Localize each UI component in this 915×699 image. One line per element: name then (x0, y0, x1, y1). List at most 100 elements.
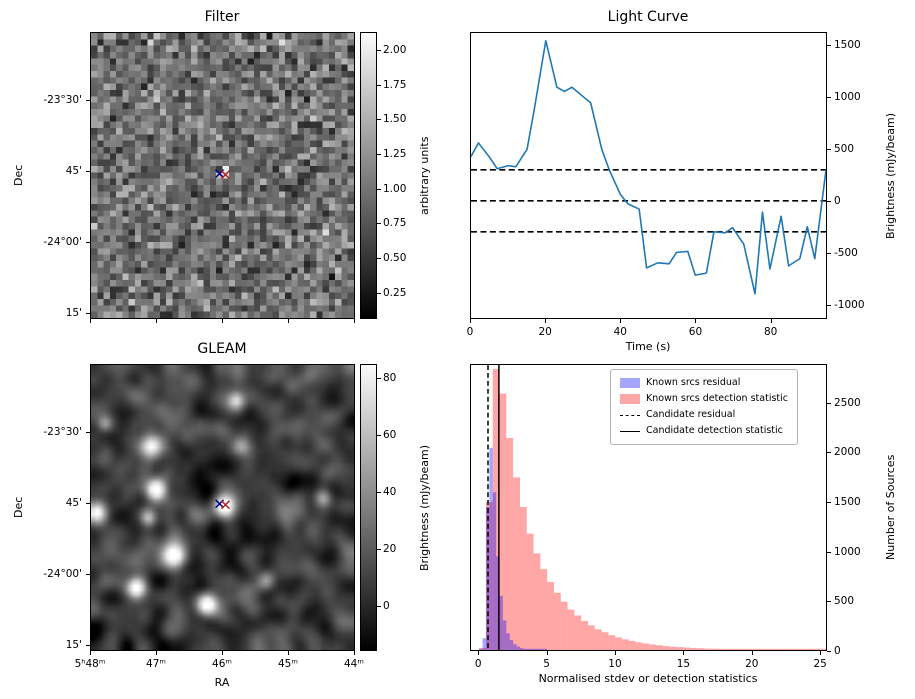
filter-cbar-tick-label: 2.00 (383, 44, 407, 57)
filter-cbar-tick-label: 1.00 (383, 182, 407, 195)
lc-x-tick (545, 319, 547, 323)
gleam-x-tick (353, 651, 355, 655)
legend-solid-line-sample (620, 430, 640, 432)
gleam-y-tick-label: -24°00' (43, 568, 82, 581)
gleam-x-tick (287, 651, 289, 655)
gleam-x-tick (90, 651, 91, 655)
light-curve-title: Light Curve (607, 9, 689, 25)
lc-y-tick (827, 200, 831, 202)
lc-x-tick (620, 319, 622, 323)
hist-xlabel: Normalised stdev or detection statistics (538, 672, 758, 685)
legend-label-candidate-residual: Candidate residual (646, 409, 736, 420)
filter-candidate-marker (215, 169, 230, 180)
hist-x-tick-label: 15 (676, 658, 691, 670)
hist-y-tick (827, 502, 831, 504)
gleam-y-tick-label: 15' (65, 638, 82, 651)
filter-cbar-tick (377, 50, 381, 52)
gleam-x-tick (155, 651, 157, 655)
filter-noise-image (91, 33, 354, 318)
hist-y-tick-label: 1000 (834, 545, 861, 558)
legend-swatch-detstat (620, 394, 640, 404)
lc-x-tick-label: 80 (763, 326, 778, 338)
legend-dashed-line-sample (620, 414, 640, 416)
hist-x-tick-label: 10 (608, 658, 622, 670)
hist-y-tick (827, 402, 831, 404)
hist-y-tick-label: 500 (834, 595, 855, 608)
filter-y-tick (86, 312, 90, 314)
filter-y-tick-label: 45' (65, 164, 82, 177)
filter-colorbar-label: arbitrary units (418, 136, 431, 215)
filter-y-tick (86, 242, 90, 244)
hist-x-tick (683, 651, 685, 655)
filter-cbar-tick (377, 257, 381, 259)
filter-cbar-tick (377, 188, 381, 190)
gleam-image-plot (90, 364, 355, 651)
filter-cbar-tick-label: 0.50 (383, 251, 407, 264)
gleam-colorbar-label: Brightness (mJy/beam) (418, 444, 431, 571)
hist-y-tick (827, 551, 831, 553)
legend-item-known-detstat: Known srcs detection statistic (620, 391, 788, 407)
hist-y-tick (827, 651, 831, 652)
gleam-title: GLEAM (197, 341, 247, 357)
gleam-cbar-tick (377, 491, 381, 493)
hist-x-tick-label: 20 (745, 658, 759, 670)
gleam-y-tick (86, 502, 90, 504)
gleam-x-tick-label: 44ᵐ (343, 658, 364, 670)
gleam-cbar-tick-label: 80 (383, 372, 397, 385)
gleam-x-tick-label: 45ᵐ (278, 658, 298, 670)
legend-swatch-residual (620, 378, 640, 388)
gleam-cbar-tick (377, 548, 381, 550)
legend-label-known-residual: Known srcs residual (646, 377, 741, 388)
hist-x-tick (478, 651, 480, 655)
filter-x-tick (155, 319, 157, 323)
hist-x-tick-label: 0 (474, 658, 482, 670)
hist-x-tick (614, 651, 616, 655)
lc-xlabel: Time (s) (625, 340, 671, 353)
legend-item-known-residual: Known srcs residual (620, 375, 788, 391)
hist-x-tick-label: 25 (813, 658, 827, 670)
gleam-y-tick (86, 644, 90, 646)
gleam-cbar-tick-label: 60 (383, 429, 397, 442)
filter-colorbar (360, 32, 377, 319)
legend-item-candidate-residual: Candidate residual (620, 407, 788, 423)
hist-y-tick-label: 1500 (834, 496, 861, 509)
gleam-candidate-marker (215, 499, 230, 510)
filter-title: Filter (204, 9, 240, 25)
filter-x-tick (287, 319, 289, 323)
lc-x-tick-label: 20 (538, 326, 552, 338)
lc-x-tick-label: 0 (466, 326, 474, 338)
hist-x-tick-label: 5 (543, 658, 550, 670)
gleam-xlabel: RA (214, 676, 230, 689)
hist-y-tick-label: 0 (834, 645, 841, 657)
filter-cbar-tick (377, 154, 381, 155)
lc-y-tick-label: -500 (834, 246, 858, 259)
lc-y-tick-label: -1000 (834, 298, 865, 311)
hist-y-tick-label: 2500 (834, 396, 861, 409)
hist-y-tick (827, 452, 831, 454)
lc-x-tick-label: 60 (688, 326, 703, 338)
filter-cbar-tick-label: 0.25 (383, 286, 407, 299)
lc-y-tick (827, 252, 831, 254)
lc-y-tick-label: 0 (834, 194, 841, 207)
gleam-y-tick (86, 574, 90, 576)
light-curve-plot (470, 32, 827, 319)
gleam-cbar-tick-label: 0 (383, 599, 390, 612)
gleam-x-tick-label: 46ᵐ (212, 658, 232, 670)
gleam-x-tick-label: 5ʰ48ᵐ (74, 658, 106, 670)
legend-label-candidate-detstat: Candidate detection statistic (646, 425, 783, 436)
filter-cbar-tick-label: 1.25 (383, 148, 407, 160)
lc-y-tick-label: 500 (834, 142, 855, 155)
histogram-legend: Known srcs residual Known srcs detection… (610, 369, 798, 445)
filter-y-tick-label: -24°00' (43, 236, 82, 249)
light-curve-canvas (471, 39, 826, 295)
filter-cbar-tick-label: 1.75 (383, 78, 407, 91)
lc-y-tick (827, 44, 831, 46)
lc-x-tick (770, 319, 772, 323)
gleam-x-tick-label: 47ᵐ (146, 658, 166, 670)
lc-y-tick (827, 148, 831, 150)
gleam-y-tick-label: 45' (65, 496, 82, 509)
filter-y-tick-label: 15' (65, 306, 82, 319)
filter-cbar-tick (377, 119, 381, 121)
lc-y-tick-label: 1500 (834, 38, 861, 51)
